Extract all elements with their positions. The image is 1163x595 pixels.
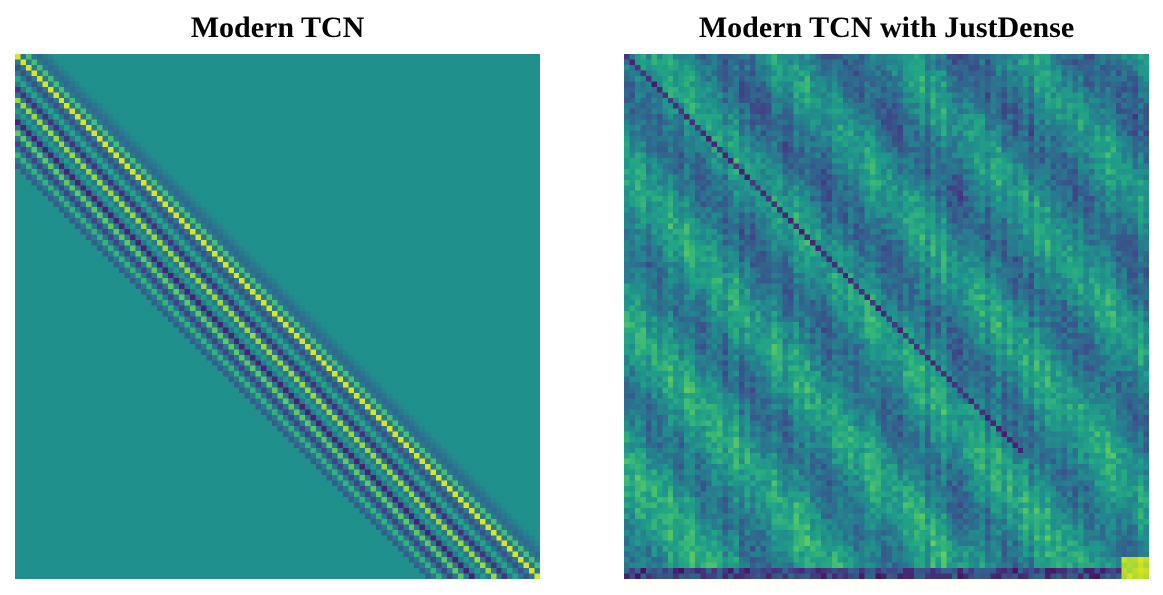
- heatmap-modern-tcn: [15, 54, 540, 579]
- chart-panel-modern-tcn: Modern TCN: [0, 0, 540, 595]
- chart-title: Modern TCN: [190, 11, 365, 44]
- heatmap-modern-tcn-justdense: [624, 54, 1149, 579]
- chart-panel-modern-tcn-justdense: Modern TCN with JustDense: [609, 0, 1149, 595]
- heatmap-canvas-modern-tcn: [15, 54, 540, 579]
- heatmap-canvas-modern-tcn-justdense: [624, 54, 1149, 579]
- chart-title: Modern TCN with JustDense: [698, 11, 1075, 44]
